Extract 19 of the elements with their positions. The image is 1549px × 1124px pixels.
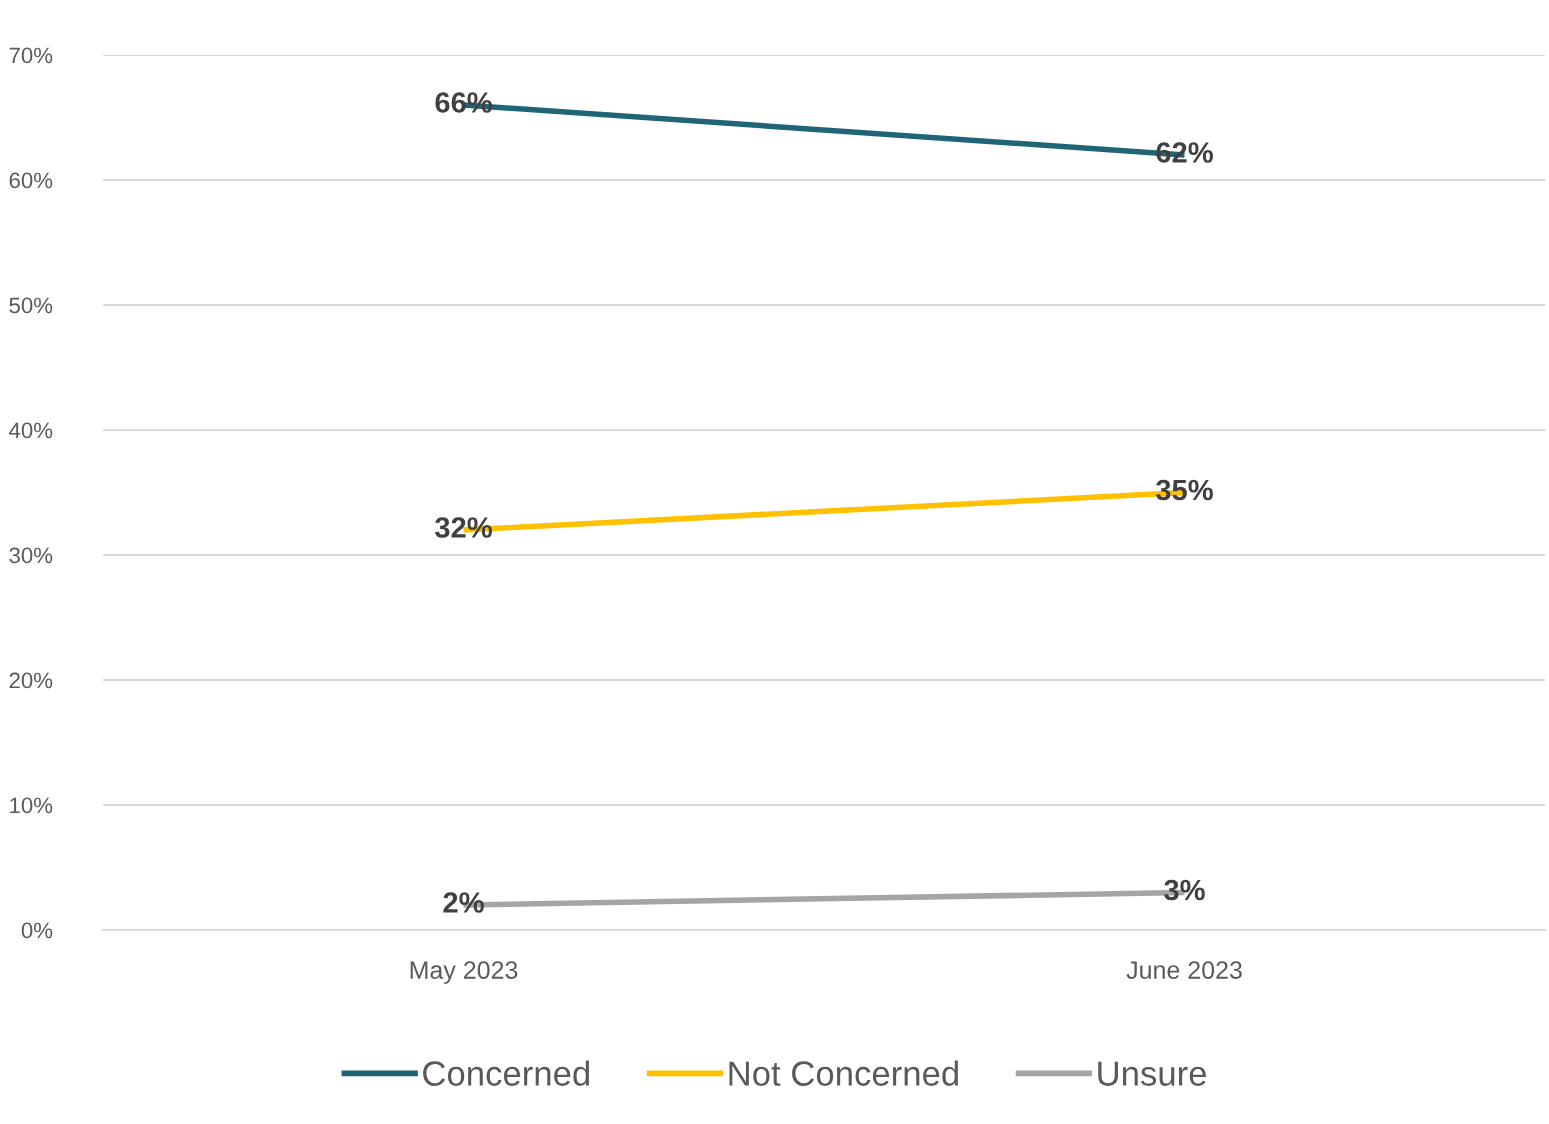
data-label: 3% <box>1164 879 1205 901</box>
data-label: 2% <box>443 892 484 913</box>
y-tick-label: 50% <box>9 297 53 314</box>
y-tick-label: 30% <box>9 547 53 564</box>
x-tick-label: June 2023 <box>1126 961 1242 979</box>
y-tick-label: 20% <box>9 672 53 689</box>
legend-label: Concerned <box>423 1060 589 1086</box>
legend-label: Unsure <box>1098 1061 1206 1086</box>
y-tick-label: 70% <box>9 47 53 64</box>
y-tick-label: 60% <box>9 172 53 189</box>
data-label: 66% <box>435 92 492 113</box>
data-label: 35% <box>1155 479 1213 501</box>
y-tick-label: 0% <box>21 922 53 939</box>
data-label: 62% <box>1156 142 1213 163</box>
data-label: 32% <box>434 517 492 538</box>
legend-label: Not Concerned <box>729 1060 958 1086</box>
y-tick-label: 40% <box>9 422 53 439</box>
x-tick-label: May 2023 <box>410 961 518 984</box>
y-tick-label: 10% <box>10 797 53 814</box>
